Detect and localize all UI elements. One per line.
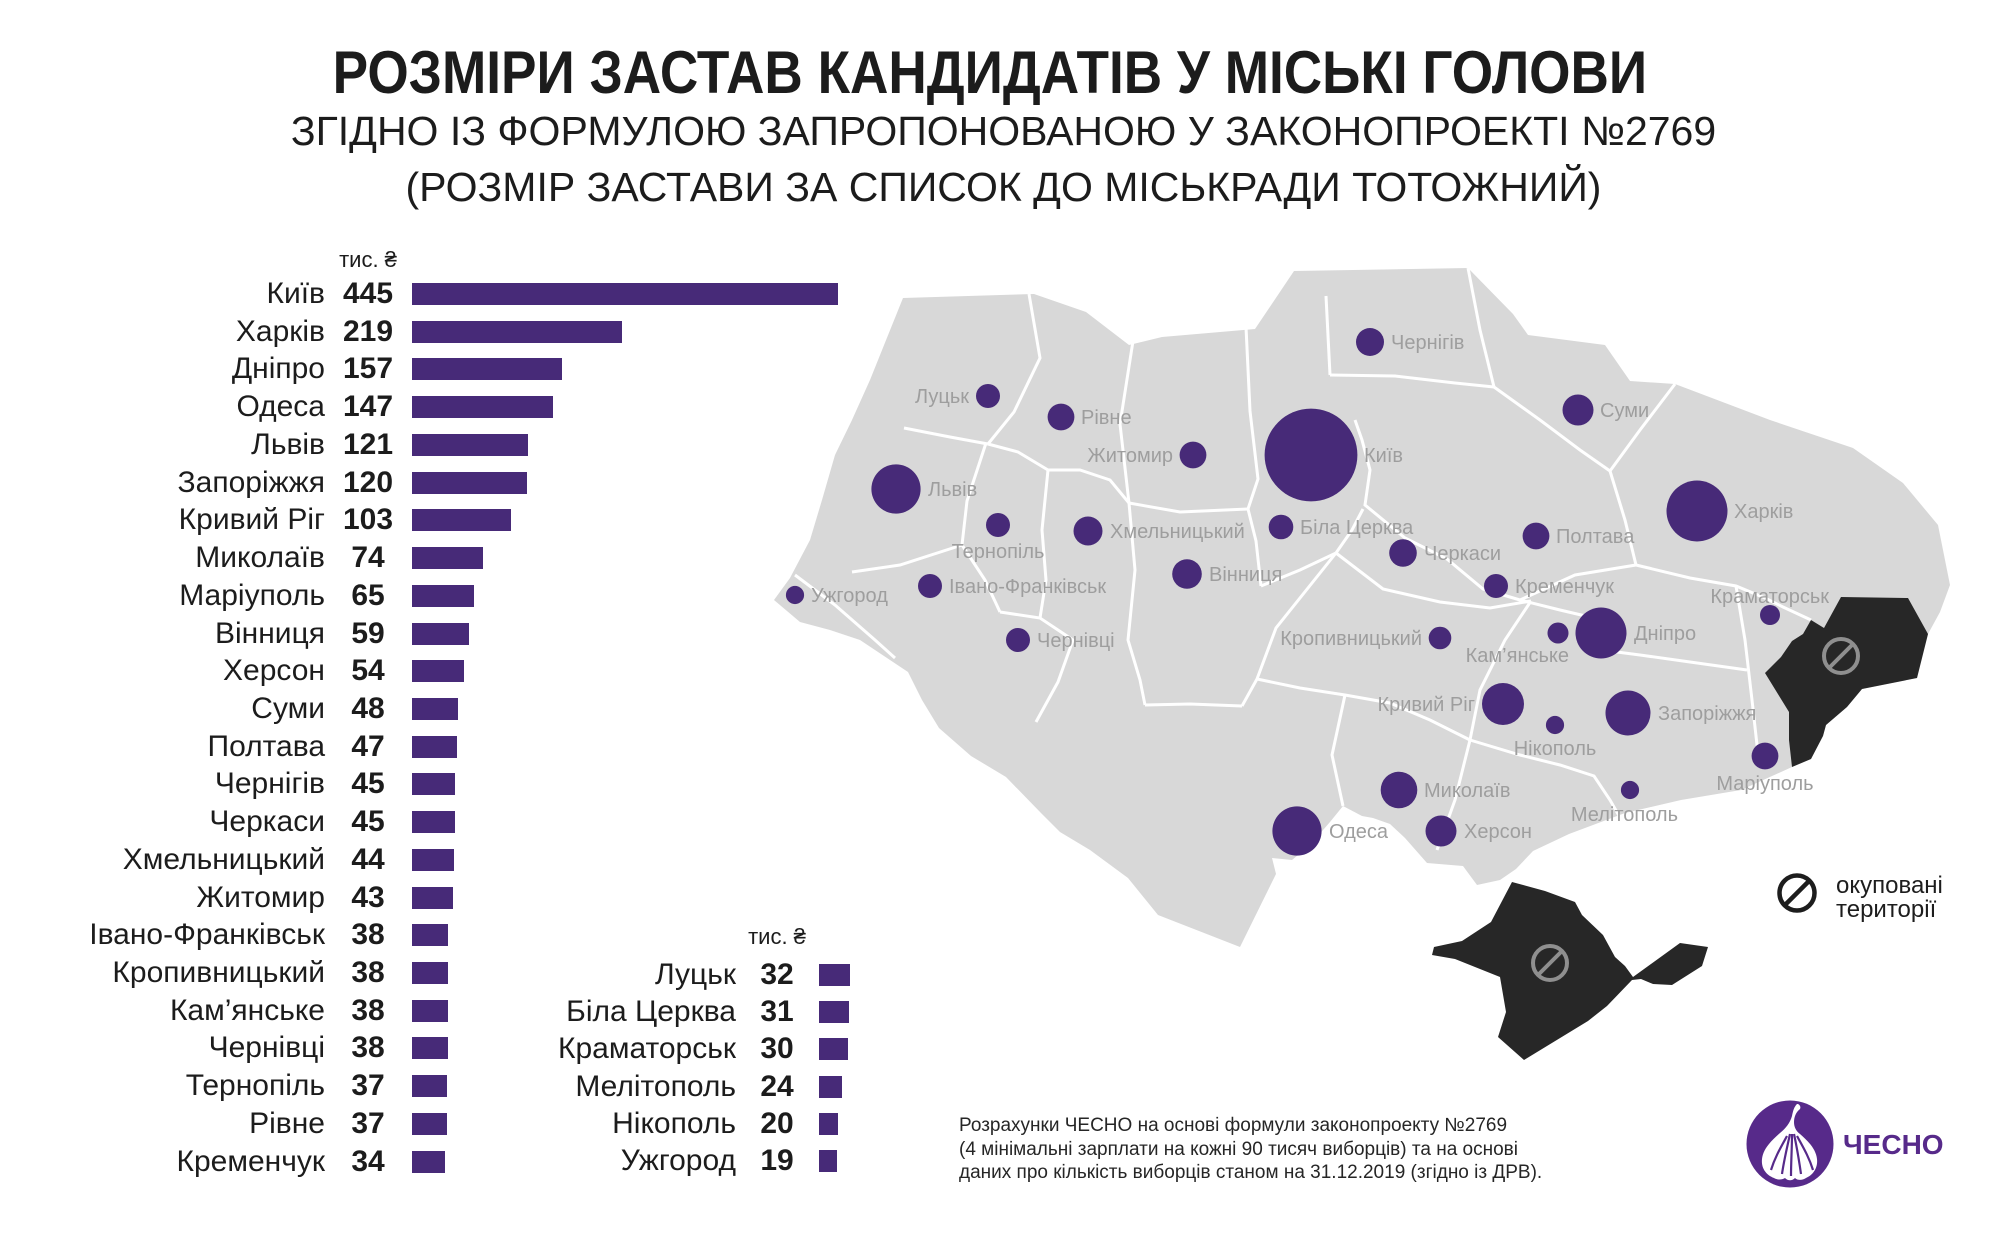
svg-text:Кам’янське: Кам’янське (1466, 645, 1569, 667)
svg-text:Біла Церква: Біла Церква (1300, 517, 1414, 539)
svg-text:Маріуполь: Маріуполь (1716, 773, 1813, 795)
svg-text:Хмельницький: Хмельницький (1110, 521, 1245, 543)
svg-text:Кременчук: Кременчук (1515, 576, 1614, 598)
svg-text:Кропивницький: Кропивницький (1280, 628, 1422, 650)
svg-text:Мелітополь: Мелітополь (1571, 804, 1678, 826)
svg-text:Дніпро: Дніпро (1634, 623, 1696, 645)
svg-text:Краматорськ: Краматорськ (1710, 586, 1829, 608)
svg-text:окуповані: окуповані (1836, 872, 1943, 899)
svg-text:Нікополь: Нікополь (1514, 738, 1597, 760)
svg-text:Рівне: Рівне (1081, 407, 1132, 429)
svg-text:Полтава: Полтава (1556, 526, 1635, 548)
svg-text:Житомир: Житомир (1087, 445, 1173, 467)
svg-text:Чернігів: Чернігів (1391, 332, 1464, 354)
svg-text:Суми: Суми (1600, 400, 1649, 422)
svg-text:Львів: Львів (928, 479, 977, 501)
svg-text:ЧЕСНО: ЧЕСНО (1843, 1129, 1944, 1160)
svg-text:Кривий Ріг: Кривий Ріг (1377, 694, 1475, 716)
svg-text:території: території (1836, 896, 1937, 923)
svg-text:Івано-Франківськ: Івано-Франківськ (949, 576, 1106, 598)
svg-text:Луцьк: Луцьк (915, 386, 969, 408)
svg-text:Чернівці: Чернівці (1037, 630, 1115, 652)
svg-text:Миколаїв: Миколаїв (1424, 780, 1510, 802)
svg-text:Ужгород: Ужгород (811, 585, 888, 607)
svg-text:Одеса: Одеса (1329, 821, 1389, 843)
svg-text:Харків: Харків (1734, 501, 1793, 523)
svg-text:Запоріжжя: Запоріжжя (1658, 703, 1756, 725)
svg-text:Тернопіль: Тернопіль (952, 541, 1045, 563)
svg-text:Херсон: Херсон (1464, 821, 1532, 843)
svg-text:Черкаси: Черкаси (1424, 543, 1501, 565)
svg-text:Київ: Київ (1364, 445, 1403, 467)
svg-text:Вінниця: Вінниця (1209, 564, 1282, 586)
